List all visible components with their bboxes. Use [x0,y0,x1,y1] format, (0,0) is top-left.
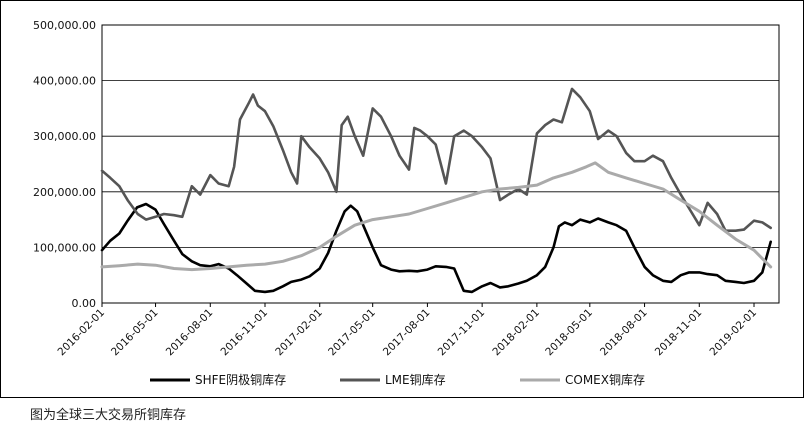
chart-frame: 0.00 100,000.00 200,000.00 300,000.00 400,00… [0,0,804,398]
series-lines [100,87,773,294]
y-tick-label: 0.00 [72,297,97,310]
y-tick-label: 400,000.00 [33,75,96,88]
chart: 0.00 100,000.00 200,000.00 300,000.00 400,00… [0,0,804,398]
legend-label: COMEX铜库存 [565,372,645,387]
legend: SHFE阴极铜库存 LME铜库存 COMEX铜库存 [150,372,645,387]
series-line-1 [100,202,772,294]
y-tick-label: 300,000.00 [33,130,96,143]
series-line-2 [100,87,772,232]
y-tick-label: 500,000.00 [33,19,96,32]
figure-caption: 图为全球三大交易所铜库存 [30,408,187,423]
chart-border [0,0,804,398]
y-tick-label: 100,000.00 [33,241,96,254]
legend-label: SHFE阴极铜库存 [195,372,286,387]
grid [101,24,780,304]
y-tick-label: 200,000.00 [33,186,96,199]
legend-label: LME铜库存 [385,372,446,387]
series-line-3 [100,161,773,272]
